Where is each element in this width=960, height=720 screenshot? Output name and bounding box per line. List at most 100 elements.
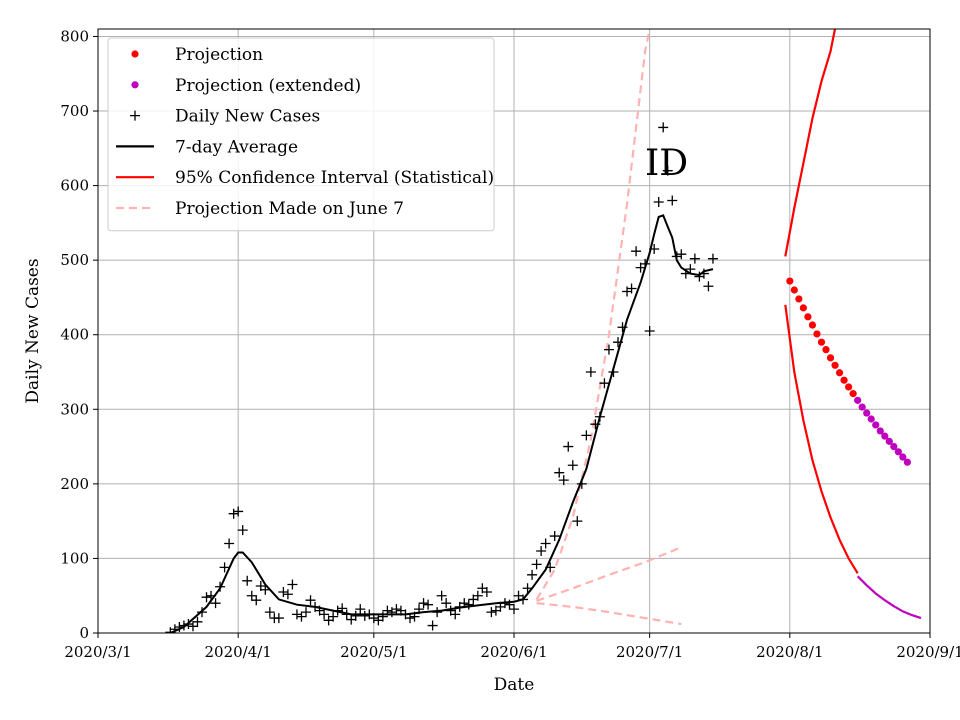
projection-point (831, 361, 839, 369)
legend-label: 7-day Average (175, 137, 298, 157)
daily-case-marker (599, 378, 610, 389)
daily-case-marker (608, 367, 619, 378)
x-tick-label: 2020/7/1 (616, 643, 683, 661)
plot-area (165, 29, 922, 633)
daily-case-marker (689, 253, 700, 264)
legend-dot-marker (131, 50, 139, 58)
daily-case-marker (301, 607, 311, 618)
daily-case-marker (703, 281, 714, 292)
daily-case-marker (653, 196, 664, 207)
daily-case-marker (549, 531, 560, 542)
projection-extended-point (885, 437, 893, 445)
projection-point (835, 369, 844, 377)
daily-case-marker (305, 595, 316, 606)
daily-case-marker (631, 246, 642, 257)
daily-case-marker (228, 508, 239, 519)
daily-case-marker (432, 607, 443, 618)
daily-case-marker (405, 613, 415, 624)
projection-extended-point (858, 403, 866, 411)
daily-case-marker (509, 604, 519, 615)
legend-box (107, 37, 495, 232)
daily-case-marker (183, 619, 194, 630)
legend-label: Projection (extended) (175, 76, 361, 96)
y-tick-label: 800 (60, 27, 89, 45)
x-tick-label: 2020/5/1 (340, 643, 407, 661)
daily-case-marker (676, 249, 687, 260)
x-tick-label: 2020/4/1 (204, 643, 271, 661)
daily-case-marker (246, 590, 257, 601)
y-tick-label: 100 (60, 549, 89, 567)
daily-case-marker (545, 562, 556, 573)
daily-case-marker (242, 575, 253, 586)
projection-extended-point (903, 458, 911, 466)
daily-case-marker (504, 599, 515, 610)
daily-case-marker (576, 478, 587, 489)
legend-plus-marker (130, 110, 140, 121)
daily-case-marker (527, 569, 538, 580)
ci-lower-extended-line (856, 575, 922, 620)
projection-point (786, 277, 794, 285)
daily-case-marker (187, 621, 198, 632)
daily-case-marker (572, 516, 583, 527)
projection-point (840, 376, 848, 384)
daily-case-marker (472, 590, 483, 601)
daily-case-marker (418, 598, 429, 609)
daily-case-marker (233, 506, 244, 517)
daily-case-marker (355, 604, 366, 615)
daily-case-marker (585, 367, 596, 378)
projection-point (795, 295, 803, 303)
daily-case-marker (481, 586, 492, 597)
ci-lower-line (784, 304, 859, 574)
y-tick-label: 400 (60, 326, 89, 344)
daily-case-marker (287, 579, 298, 590)
projection-extended-point (867, 415, 875, 423)
series-layer (165, 29, 922, 633)
projection-point (813, 330, 821, 338)
daily-case-marker (436, 590, 447, 601)
y-tick-label: 700 (60, 102, 89, 120)
daily-case-marker (567, 460, 578, 471)
daily-case-marker (332, 605, 343, 616)
daily-case-marker (540, 538, 551, 549)
daily-case-marker (423, 599, 434, 610)
daily-case-marker (291, 609, 302, 620)
daily-case-marker (282, 589, 293, 600)
daily-case-marker (414, 604, 425, 615)
projection-point (817, 338, 826, 346)
projection-extended-point (863, 409, 871, 417)
projection-extended-point (872, 421, 880, 429)
projection-point (799, 304, 807, 312)
x-tick-label: 2020/6/1 (480, 643, 547, 661)
daily-case-marker (219, 562, 230, 573)
daily-case-marker (264, 607, 275, 618)
legend: Projection Projection (extended) Daily New… (107, 37, 495, 232)
daily-case-marker (350, 610, 361, 621)
x-tick-label: 2020/8/1 (756, 643, 823, 661)
daily-case-marker (644, 326, 655, 336)
daily-case-marker (563, 441, 574, 452)
daily-case-marker (391, 604, 402, 615)
daily-case-marker (463, 599, 474, 610)
daily-case-marker (296, 611, 307, 622)
daily-case-marker (201, 592, 212, 603)
ci-upper-line (784, 29, 837, 257)
daily-case-marker (499, 598, 510, 609)
projection-point (804, 313, 812, 321)
daily-case-marker (486, 607, 497, 618)
daily-case-marker (260, 584, 271, 595)
legend-label: 95% Confidence Interval (Statistical) (175, 168, 494, 188)
daily-case-marker (359, 610, 370, 621)
daily-case-marker (251, 595, 262, 606)
daily-case-marker (459, 598, 470, 609)
daily-case-marker (178, 620, 189, 631)
projection-point (845, 383, 853, 391)
daily-case-marker (671, 251, 682, 262)
legend-dot-marker (131, 81, 139, 89)
x-tick-label: 2020/3/1 (64, 643, 131, 661)
daily-case-marker (536, 545, 547, 556)
y-tick-label: 0 (79, 624, 89, 642)
daily-case-marker (450, 609, 461, 620)
daily-case-marker (662, 165, 673, 176)
daily-case-marker (382, 605, 393, 616)
daily-case-marker (603, 344, 614, 355)
